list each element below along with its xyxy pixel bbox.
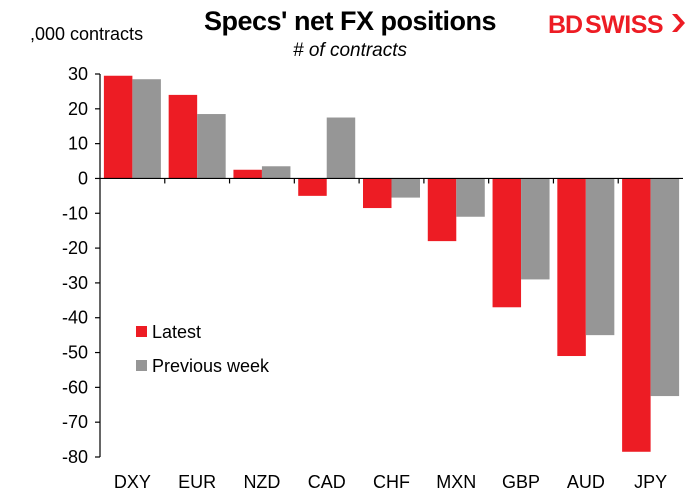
bar-previous-chf (391, 178, 420, 198)
bdswiss-logo: BD SWISS (548, 11, 685, 38)
legend-swatch-latest (136, 326, 147, 337)
bar-previous-cad (326, 117, 356, 179)
y-tick-label: 20 (68, 99, 88, 119)
axes-group: 30 20 10 0 -10 -20 -30 -40 -50 -60 -70 -80 DXY EUR NZD… (62, 64, 683, 492)
y-tick-label: -10 (62, 203, 88, 223)
y-tick-label: 0 (78, 168, 88, 188)
legend: Latest Previous week (136, 322, 270, 376)
svg-text:BD: BD (548, 11, 582, 38)
bar-previous-mxn (456, 178, 485, 217)
legend-label-previous-week: Previous week (152, 356, 270, 376)
legend-label-latest: Latest (152, 322, 201, 342)
y-tick-label: 30 (68, 64, 88, 84)
bar-latest-aud (557, 178, 586, 357)
y-tick-label: -20 (62, 238, 88, 258)
chart-title: Specs' net FX positions (204, 6, 496, 36)
x-tick-label: GBP (502, 472, 540, 492)
y-tick-label: -60 (62, 377, 88, 397)
x-tick-label: EUR (178, 472, 216, 492)
bar-previous-aud (585, 178, 615, 336)
x-tick-label: CAD (308, 472, 346, 492)
x-tick-label: JPY (634, 472, 667, 492)
bar-latest-chf (363, 178, 392, 209)
bar-previous-eur (197, 114, 226, 179)
bar-previous-nzd (261, 166, 291, 179)
bar-latest-dxy (103, 75, 133, 179)
bar-previous-gbp (521, 178, 550, 280)
bar-latest-cad (298, 178, 327, 196)
y-tick-label: -30 (62, 273, 88, 293)
x-tick-label: DXY (114, 472, 151, 492)
x-tick-label: MXN (436, 472, 476, 492)
y-tick-label: -40 (62, 308, 88, 328)
svg-text:SWISS: SWISS (585, 11, 663, 38)
bar-previous-dxy (132, 79, 161, 179)
bar-latest-eur (168, 94, 198, 179)
y-tick-label: -50 (62, 343, 88, 363)
bar-latest-jpy (622, 178, 651, 452)
y-tick-label: 10 (68, 134, 88, 154)
bar-previous-jpy (650, 178, 680, 397)
bar-latest-gbp (492, 178, 522, 308)
y-tick-label: -70 (62, 412, 88, 432)
bar-latest-mxn (427, 178, 457, 242)
x-tick-label: NZD (243, 472, 280, 492)
y-tick-label: -80 (62, 447, 88, 467)
x-tick-label: CHF (373, 472, 410, 492)
x-tick-label: AUD (567, 472, 605, 492)
bars-group (103, 75, 680, 452)
chart-subtitle: # of contracts (292, 40, 408, 61)
bar-latest-nzd (233, 169, 262, 179)
legend-swatch-previous-week (136, 360, 147, 371)
y-axis-label: ,000 contracts (30, 24, 144, 44)
